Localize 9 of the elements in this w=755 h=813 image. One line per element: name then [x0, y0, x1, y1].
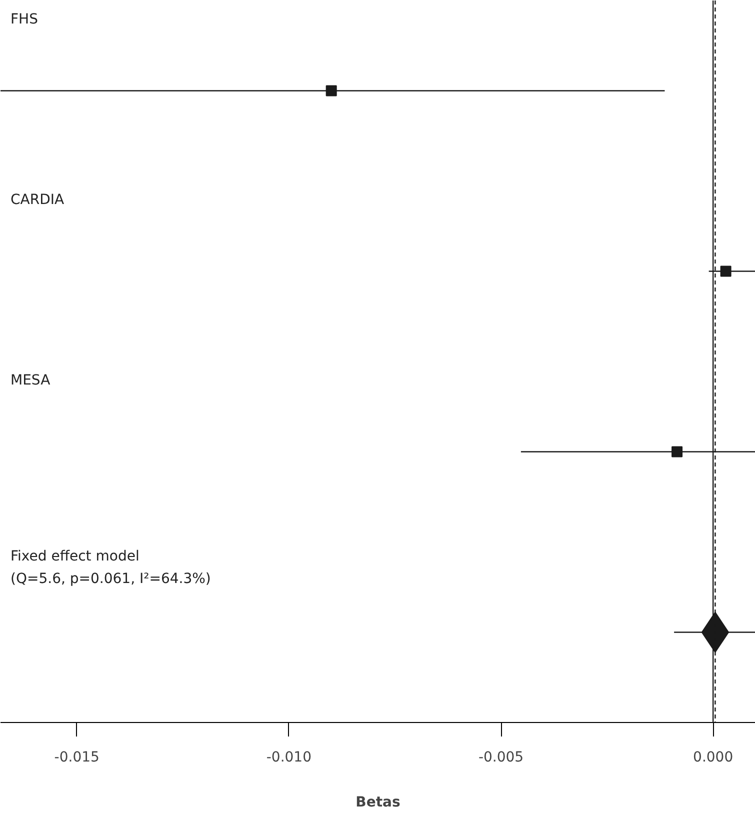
y-tick-label: MESA [10, 372, 51, 389]
x-tick-label: -0.015 [54, 750, 100, 766]
x-tick-label: -0.005 [478, 750, 524, 766]
x-tick-label: -0.010 [266, 750, 312, 766]
y-tick-label: Fixed effect model (Q=5.6, p=0.061, I²=64.3%) [10, 548, 211, 588]
y-tick-label: FHS [10, 12, 38, 28]
x-tick-label: 0.000 [693, 750, 734, 766]
y-tick-label: CARDIA [10, 192, 64, 208]
x-axis-title: Betas [356, 794, 400, 810]
